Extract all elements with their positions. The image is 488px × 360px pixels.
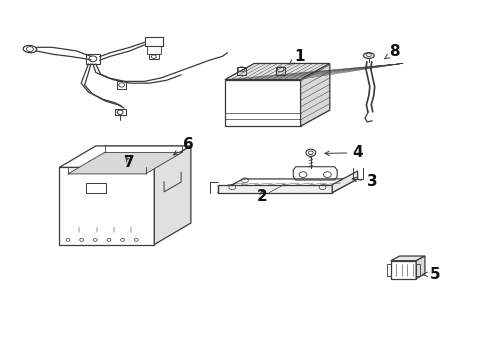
Polygon shape bbox=[331, 171, 357, 193]
Bar bbox=[149, 54, 158, 59]
Polygon shape bbox=[68, 152, 182, 174]
Polygon shape bbox=[59, 146, 190, 167]
Ellipse shape bbox=[363, 53, 373, 58]
Bar bbox=[415, 264, 419, 276]
Text: 6: 6 bbox=[173, 138, 193, 155]
Bar bbox=[144, 37, 163, 45]
Polygon shape bbox=[217, 185, 331, 193]
Bar bbox=[86, 54, 100, 64]
Bar bbox=[237, 67, 245, 75]
Text: 4: 4 bbox=[324, 145, 362, 160]
Polygon shape bbox=[224, 63, 329, 80]
Text: 3: 3 bbox=[351, 174, 377, 189]
Bar bbox=[386, 264, 390, 276]
Bar bbox=[276, 67, 285, 75]
Polygon shape bbox=[217, 179, 357, 193]
Text: 7: 7 bbox=[124, 154, 135, 170]
Polygon shape bbox=[154, 146, 190, 244]
Polygon shape bbox=[224, 80, 300, 126]
Text: 1: 1 bbox=[288, 49, 304, 64]
Text: |: | bbox=[95, 226, 97, 232]
Polygon shape bbox=[68, 146, 182, 167]
Polygon shape bbox=[415, 256, 424, 279]
Polygon shape bbox=[390, 261, 415, 279]
Polygon shape bbox=[300, 63, 329, 126]
Text: |: | bbox=[129, 226, 131, 232]
Text: 8: 8 bbox=[384, 45, 399, 59]
Ellipse shape bbox=[23, 45, 37, 53]
Polygon shape bbox=[390, 256, 424, 261]
Bar bbox=[86, 183, 105, 193]
Polygon shape bbox=[59, 167, 154, 244]
Text: 5: 5 bbox=[422, 267, 439, 282]
Text: 2: 2 bbox=[256, 189, 267, 204]
Text: |: | bbox=[78, 226, 80, 232]
Bar bbox=[117, 81, 126, 89]
Bar bbox=[115, 109, 125, 116]
Text: |: | bbox=[112, 226, 114, 232]
